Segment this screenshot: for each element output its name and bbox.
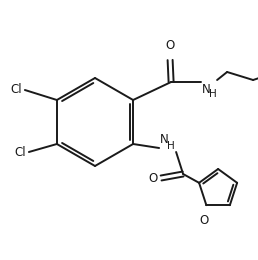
Text: Cl: Cl	[14, 146, 26, 159]
Text: O: O	[200, 214, 209, 227]
Text: N: N	[202, 83, 211, 96]
Text: H: H	[167, 141, 175, 151]
Text: H: H	[209, 89, 217, 99]
Text: N: N	[160, 133, 169, 146]
Text: O: O	[149, 172, 158, 185]
Text: O: O	[165, 39, 175, 52]
Text: Cl: Cl	[10, 82, 22, 95]
